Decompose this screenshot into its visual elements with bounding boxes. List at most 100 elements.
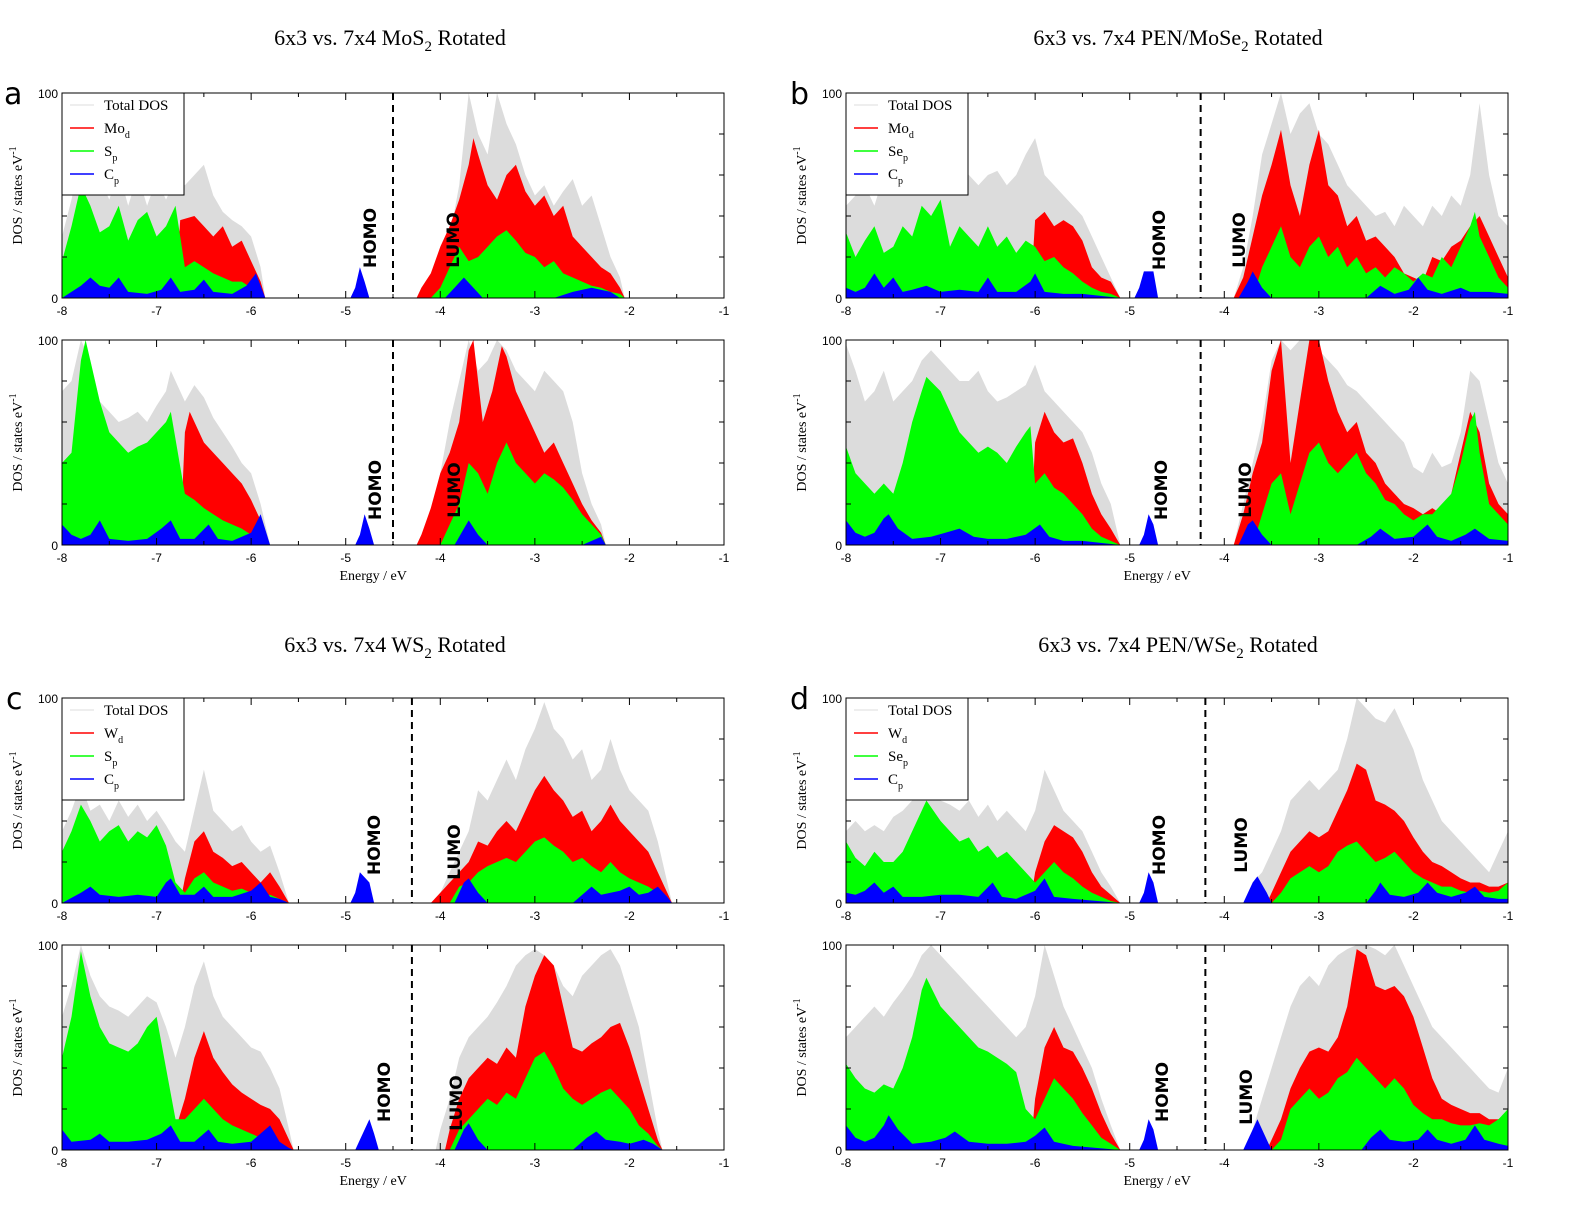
- x-tick-label: -7: [935, 1156, 946, 1170]
- y-axis-label: DOS / states eV-1: [8, 751, 26, 849]
- x-tick-label: -3: [1314, 909, 1325, 923]
- legend-box: [845, 92, 969, 196]
- x-tick-label: -3: [530, 551, 541, 565]
- x-tick-label: -5: [1124, 1156, 1135, 1170]
- y-axis-label: DOS / states eV-1: [792, 146, 810, 244]
- x-tick-label: -1: [1503, 1156, 1514, 1170]
- y-tick-label: 0: [51, 1144, 58, 1158]
- x-tick-label: -7: [935, 909, 946, 923]
- area-layers: [846, 945, 1508, 1150]
- title-suffix: Rotated: [432, 25, 506, 50]
- homo-label: HOMO: [1150, 210, 1170, 270]
- area-chalcogen: [62, 951, 663, 1150]
- legend-entry-metal: Mod: [104, 121, 130, 141]
- legend-entry-metal: Mod: [888, 121, 914, 141]
- x-tick-label: -7: [151, 304, 162, 318]
- homo-label: HOMO: [361, 208, 381, 268]
- y-axis-label-superscript: -1: [792, 998, 803, 1006]
- y-axis-label-superscript: -1: [8, 751, 19, 759]
- area-chalcogen: [62, 340, 606, 545]
- y-tick-label: 0: [835, 292, 842, 306]
- x-tick-label: -4: [1219, 1156, 1230, 1170]
- y-tick-label: 100: [822, 87, 842, 101]
- area-chalcogen: [62, 804, 672, 903]
- legend-subscript: p: [903, 758, 908, 769]
- x-axis-label: Energy / eV: [339, 569, 406, 584]
- homo-label: HOMO: [375, 1062, 395, 1122]
- area-chalcogen: [62, 185, 625, 298]
- dos-panel-bottom: -8 -7 -6 -5 -4 -3 -2 -1 0 100 DOS / states eV-1 Ene…: [792, 334, 1514, 584]
- area-layers: [62, 945, 663, 1150]
- x-tick-label: -8: [57, 551, 68, 565]
- x-tick-label: -1: [1503, 551, 1514, 565]
- homo-label: HOMO: [1150, 815, 1170, 875]
- title-subscript: 2: [424, 646, 432, 662]
- chart-title: 6x3 vs. 7x4 MoS2 Rotated: [274, 25, 506, 55]
- x-tick-label: -3: [530, 304, 541, 318]
- lumo-label: LUMO: [447, 1075, 467, 1130]
- legend-subscript: p: [114, 176, 119, 187]
- area-chalcogen: [846, 800, 1508, 903]
- y-axis-label: DOS / states eV-1: [792, 998, 810, 1096]
- lumo-label: LUMO: [1237, 1069, 1257, 1124]
- x-tick-label: -5: [340, 551, 351, 565]
- x-tick-label: -2: [624, 909, 635, 923]
- x-tick-label: -3: [530, 1156, 541, 1170]
- y-tick-label: 100: [38, 87, 58, 101]
- y-axis-label-superscript: -1: [8, 393, 19, 401]
- x-tick-label: -2: [1408, 551, 1419, 565]
- x-tick-label: -2: [1408, 304, 1419, 318]
- area-carbon: [846, 514, 1508, 545]
- legend-subscript: d: [902, 735, 907, 746]
- legend-subscript: p: [898, 781, 903, 792]
- legend-subscript: p: [112, 758, 117, 769]
- x-tick-label: -4: [435, 909, 446, 923]
- y-axis-label-superscript: -1: [792, 146, 803, 154]
- x-tick-label: -8: [841, 1156, 852, 1170]
- legend-box: [845, 697, 969, 801]
- title-subscript: 2: [424, 39, 432, 55]
- dos-panel-top: -8 -7 -6 -5 -4 -3 -2 -1 0 100 DOS / states eV-1 HOM…: [8, 692, 730, 923]
- legend-subscript: d: [125, 130, 130, 141]
- x-tick-label: -1: [719, 909, 730, 923]
- lumo-label: LUMO: [1230, 212, 1250, 267]
- x-tick-label: -3: [1314, 1156, 1325, 1170]
- title-subscript: 2: [1241, 39, 1249, 55]
- panel-label: a: [4, 77, 22, 112]
- y-tick-label: 100: [38, 692, 58, 706]
- chart-group-c: 6x3 vs. 7x4 WS2 Rotated c -8 -7 -6 -5 -4 -3 -2 -1…: [6, 632, 730, 1189]
- x-tick-label: -5: [1124, 551, 1135, 565]
- y-axis-label: DOS / states eV-1: [792, 393, 810, 491]
- area-layers: [846, 340, 1508, 545]
- x-tick-label: -7: [935, 551, 946, 565]
- x-tick-label: -3: [530, 909, 541, 923]
- area-carbon: [846, 271, 1508, 298]
- y-tick-label: 100: [822, 939, 842, 953]
- title-suffix: Rotated: [432, 632, 506, 657]
- legend-subscript: p: [898, 176, 903, 187]
- x-tick-label: -7: [151, 1156, 162, 1170]
- y-tick-label: 100: [38, 334, 58, 348]
- homo-label: HOMO: [1152, 460, 1172, 520]
- lumo-label: LUMO: [444, 212, 464, 267]
- panel-label: c: [6, 682, 23, 717]
- x-tick-label: -1: [719, 304, 730, 318]
- y-tick-label: 0: [835, 539, 842, 553]
- y-tick-label: 0: [51, 897, 58, 911]
- x-tick-label: -8: [57, 1156, 68, 1170]
- y-tick-label: 0: [51, 292, 58, 306]
- legend-entry-total: Total DOS: [888, 703, 952, 719]
- x-tick-label: -6: [246, 304, 257, 318]
- x-tick-label: -4: [1219, 909, 1230, 923]
- legend-entry-total: Total DOS: [888, 98, 952, 114]
- title-subscript: 2: [1236, 646, 1244, 662]
- y-axis-label: DOS / states eV-1: [8, 998, 26, 1096]
- x-axis-label: Energy / eV: [339, 1174, 406, 1189]
- x-tick-label: -5: [340, 909, 351, 923]
- x-tick-label: -1: [1503, 304, 1514, 318]
- x-tick-label: -3: [1314, 551, 1325, 565]
- x-axis-label: Energy / eV: [1123, 1174, 1190, 1189]
